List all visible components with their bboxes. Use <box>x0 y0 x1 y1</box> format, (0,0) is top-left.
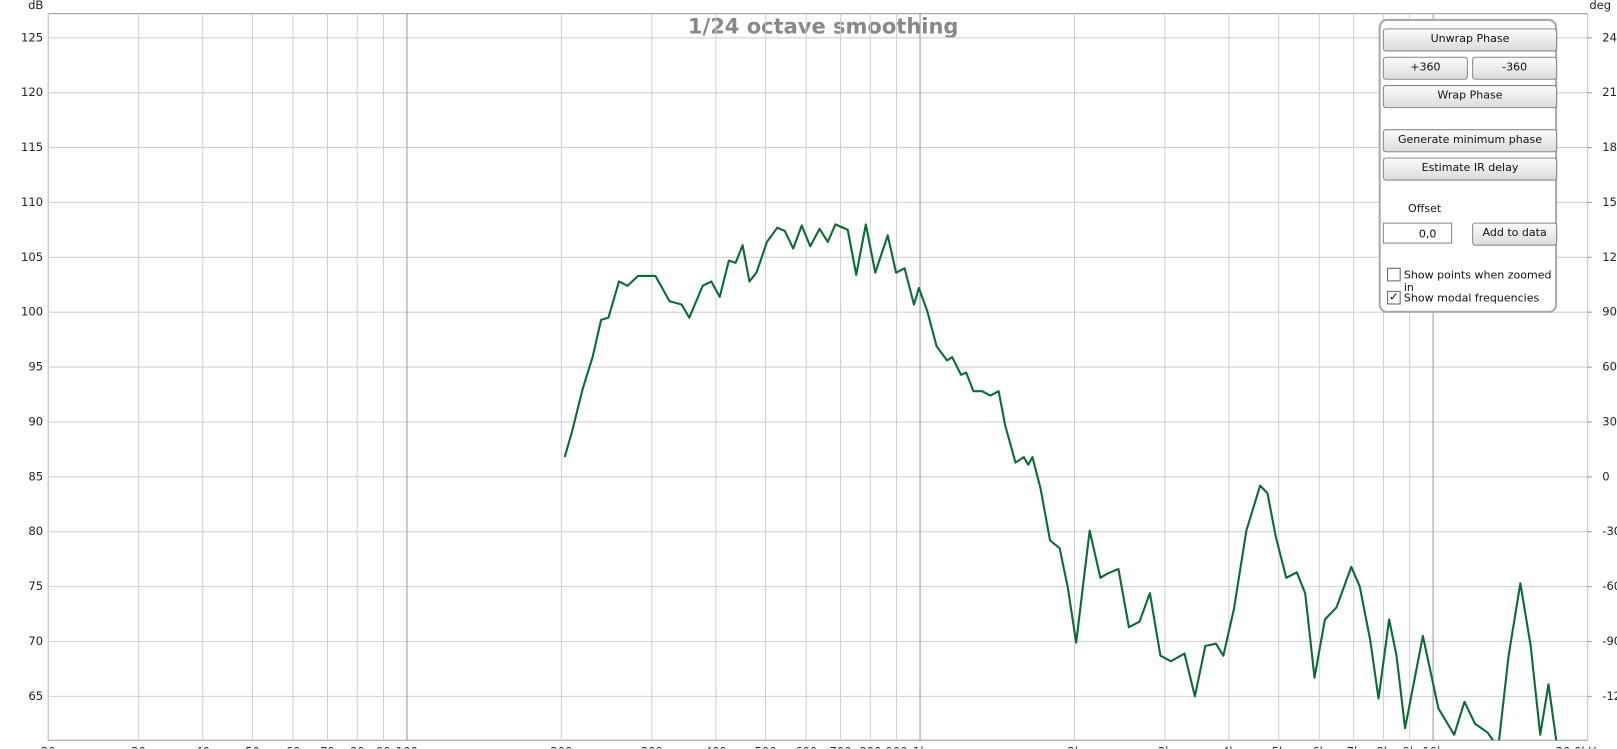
y2-tick-label: 90 <box>1602 305 1617 319</box>
checkbox-label: Show points when zoomed in <box>1403 268 1552 294</box>
y2-tick-label: -120 <box>1602 689 1617 703</box>
y-tick-label: 65 <box>28 689 43 703</box>
data-line <box>563 223 1558 741</box>
x-tick-label: 20 <box>41 744 56 748</box>
plus-button[interactable]: +360 <box>1382 56 1468 80</box>
y2-tick-label: 0 <box>1602 469 1609 483</box>
y2-tick-label: 30 <box>1602 414 1617 428</box>
y-tick-label: 125 <box>21 30 43 44</box>
min-phase-button[interactable]: Generate minimum phase <box>1382 129 1558 153</box>
minus-button[interactable]: -360 <box>1472 56 1558 80</box>
y-tick-label: 120 <box>21 85 43 99</box>
y-tick-label: 105 <box>21 250 43 264</box>
x-tick-label: 9k <box>1403 744 1417 748</box>
y-tick-label: 115 <box>21 140 43 154</box>
ir-delay-button[interactable]: Estimate IR delay <box>1382 157 1558 181</box>
x-tick-label: 70 <box>320 744 335 748</box>
unwrap-button[interactable]: Unwrap Phase <box>1382 28 1558 52</box>
x-tick-label: 900 <box>886 744 908 748</box>
x-tick-label: 4k <box>1222 744 1236 748</box>
y2-tick-label: 120 <box>1602 250 1617 264</box>
x-tick-label: 10k <box>1422 744 1444 748</box>
x-tick-label: 80 <box>350 744 365 748</box>
x-tick-label: 20,0kHz <box>1556 744 1603 748</box>
x-tick-label: 5k <box>1272 744 1286 748</box>
x-tick-label: 7k <box>1347 744 1361 748</box>
checkbox-label: Show modal frequencies <box>1403 291 1540 305</box>
x-tick-label: 600 <box>795 744 817 748</box>
x-tick-label: 400 <box>705 744 727 748</box>
add-button[interactable]: Add to data <box>1472 222 1558 246</box>
y-tick-label: 70 <box>28 634 43 648</box>
y-tick-label: 95 <box>28 360 43 374</box>
phase-panel: Unwrap Phase +360 -360 Wrap Phase Genera… <box>1378 18 1558 313</box>
x-tick-label: 2k <box>1067 744 1081 748</box>
y2-tick-label: 60 <box>1602 360 1617 374</box>
y2-tick-label: 150 <box>1602 195 1617 209</box>
offset-input[interactable]: 0,0 <box>1382 222 1453 244</box>
x-tick-label: 300 <box>641 744 663 748</box>
y-tick-label: 90 <box>28 414 43 428</box>
x-tick-label: 90 <box>376 744 391 748</box>
y2-axis-label: deg <box>1589 0 1611 12</box>
y2-tick-label: -60 <box>1602 579 1617 593</box>
y2-tick-label: -30 <box>1602 524 1617 538</box>
x-tick-label: 8k <box>1376 744 1390 748</box>
x-tick-label: 200 <box>550 744 572 748</box>
x-tick-label: 800 <box>859 744 881 748</box>
y2-tick-label: 210 <box>1602 85 1617 99</box>
y-tick-label: 85 <box>28 469 43 483</box>
wrap-button[interactable]: Wrap Phase <box>1382 85 1558 109</box>
y-axis-label: dB <box>28 0 43 12</box>
y2-tick-label: 180 <box>1602 140 1617 154</box>
y2-tick-label: -90 <box>1602 634 1617 648</box>
x-tick-label: 3k <box>1158 744 1172 748</box>
x-tick-label: 500 <box>755 744 777 748</box>
x-tick-label: 700 <box>830 744 852 748</box>
x-tick-label: 30 <box>131 744 146 748</box>
y-tick-label: 100 <box>21 305 43 319</box>
offset-label: Offset <box>1408 202 1442 216</box>
y2-tick-label: 240 <box>1602 30 1617 44</box>
x-tick-label: 1k <box>913 744 927 748</box>
x-tick-label: 50 <box>245 744 260 748</box>
y-tick-label: 80 <box>28 524 43 538</box>
y-tick-label: 110 <box>21 195 43 209</box>
y-tick-label: 75 <box>28 579 43 593</box>
checkbox[interactable] <box>1387 267 1401 282</box>
checkbox[interactable]: ✓ <box>1387 289 1401 305</box>
x-tick-label: 6k <box>1312 744 1326 748</box>
x-tick-label: 100 <box>396 744 418 748</box>
plot-area <box>47 13 1589 741</box>
x-tick-label: 60 <box>286 744 301 748</box>
x-tick-label: 40 <box>195 744 210 748</box>
chart-title: 1/24 octave smoothing <box>688 14 959 38</box>
